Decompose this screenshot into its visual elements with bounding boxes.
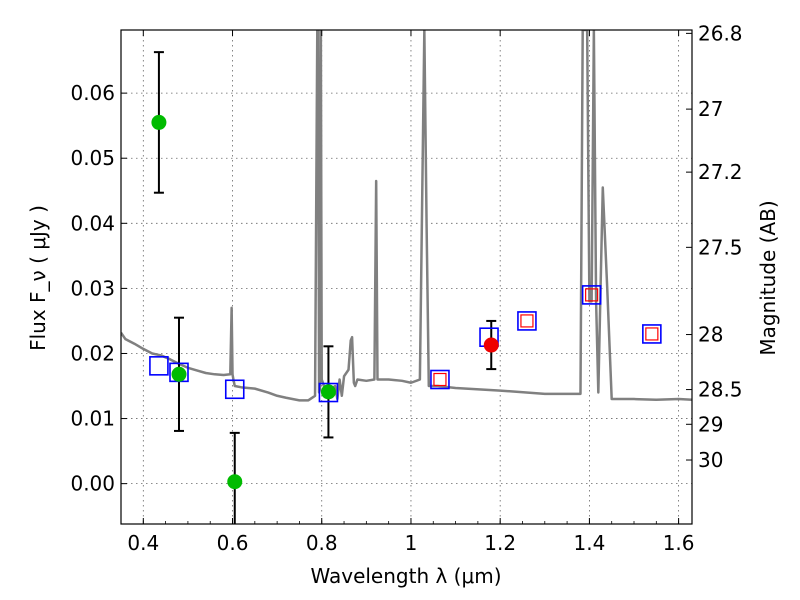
spectrum-line	[121, 30, 692, 402]
detection-point	[171, 366, 187, 382]
mag-tick-label: 26.8	[698, 21, 743, 45]
axis-layer: 0.4 0.6 0.8 1 1.2 1.4 1.6 0.00 0.01 0.02 0.03 0.04 0…	[70, 21, 742, 555]
detection-point	[320, 384, 336, 400]
red-detection-point	[483, 337, 499, 353]
model-flux-square	[318, 382, 339, 403]
mag-tick-label: 28.5	[698, 378, 743, 402]
x-tick-label: 0.4	[127, 531, 159, 555]
x-tick-label: 1.4	[573, 531, 605, 555]
y-tick-label: 0.05	[70, 146, 115, 170]
red-inner-square	[433, 372, 447, 387]
x-tick-label: 0.6	[217, 531, 249, 555]
model-flux-square	[517, 311, 537, 331]
y-axis-label: Flux F_ν ( μJy )	[26, 205, 50, 351]
x-axis-label: Wavelength λ (μm)	[310, 564, 501, 588]
spectrum-layer	[121, 30, 692, 402]
mag-tick-label: 27	[698, 97, 723, 121]
y-tick-label: 0.01	[70, 407, 115, 431]
y-tick-label: 0.02	[70, 341, 115, 365]
y-tick-label: 0.06	[70, 81, 115, 105]
mag-tick-label: 27.5	[698, 235, 743, 259]
x-tick-label: 1.6	[663, 531, 695, 555]
y-tick-label: 0.04	[70, 211, 115, 235]
x-tick-label: 1.2	[484, 531, 516, 555]
detection-point	[227, 474, 243, 490]
marker-layer	[149, 51, 662, 524]
model-flux-square	[149, 356, 169, 376]
mag-tick-label: 27.2	[698, 160, 743, 184]
y-tick-label: 0.00	[70, 472, 115, 496]
x-tick-label: 0.8	[306, 531, 338, 555]
model-flux-square	[581, 285, 602, 305]
red-inner-square	[645, 327, 659, 341]
detection-point	[151, 114, 167, 130]
model-flux-square	[224, 379, 245, 400]
mag-tick-label: 28	[698, 323, 723, 347]
model-flux-square	[430, 369, 450, 390]
plot-frame	[120, 29, 693, 525]
x-tick-label: 1	[405, 531, 418, 555]
grid-layer	[121, 30, 692, 524]
mag-tick-label: 30	[698, 448, 723, 472]
mag-tick-label: 29	[698, 412, 723, 436]
right-axis-label: Magnitude (AB)	[756, 200, 780, 355]
y-tick-label: 0.03	[70, 276, 115, 300]
red-inner-square	[520, 314, 534, 328]
red-inner-square	[585, 288, 599, 302]
model-flux-square	[642, 324, 662, 344]
